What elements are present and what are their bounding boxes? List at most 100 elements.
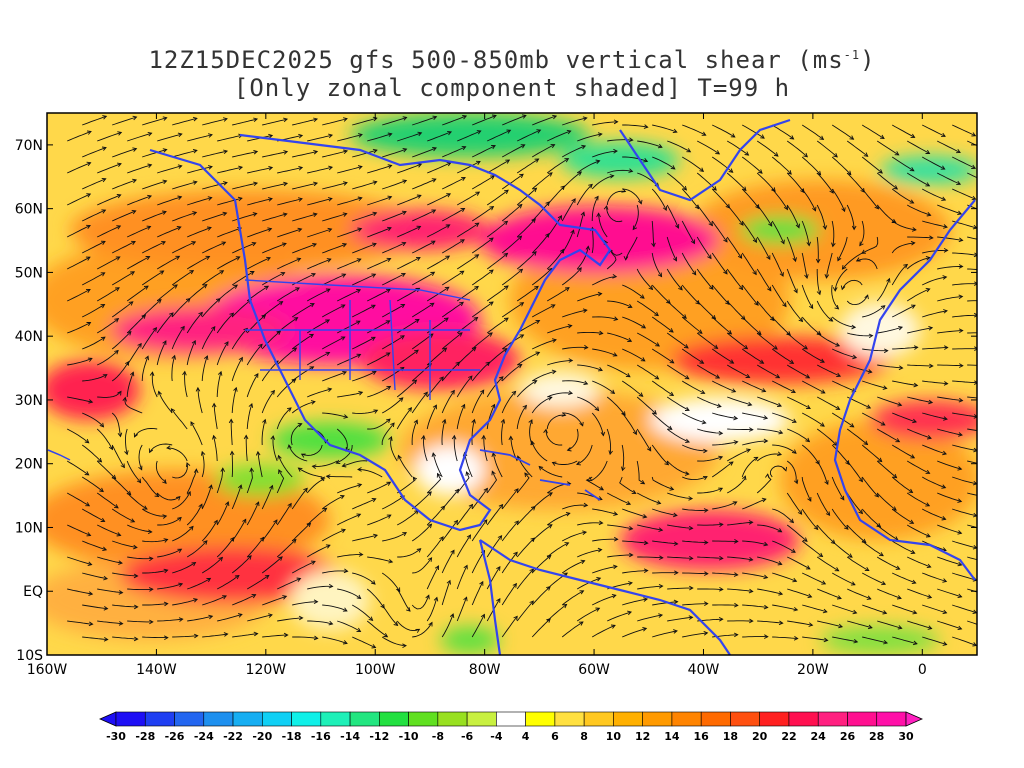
streamline bbox=[67, 620, 93, 625]
streamline bbox=[632, 204, 639, 230]
streamline bbox=[531, 524, 553, 542]
streamline bbox=[561, 171, 582, 190]
streamline bbox=[982, 125, 1005, 135]
streamline bbox=[651, 444, 669, 466]
streamline bbox=[291, 560, 316, 574]
streamline-arrowhead bbox=[850, 581, 856, 586]
streamline-arrowhead bbox=[957, 466, 963, 471]
streamline bbox=[906, 140, 930, 154]
streamline bbox=[772, 604, 798, 611]
streamline bbox=[306, 288, 331, 302]
colorbar-label: 14 bbox=[664, 730, 680, 743]
streamline-arrowhead bbox=[342, 243, 348, 248]
streamline-arrowhead bbox=[327, 387, 333, 393]
streamline-arrowhead bbox=[973, 380, 977, 385]
streamline-arrowhead bbox=[628, 525, 634, 531]
streamline-arrowhead bbox=[88, 591, 94, 596]
streamline bbox=[982, 509, 1007, 514]
streamline-arrowhead bbox=[162, 148, 168, 153]
streamline bbox=[292, 243, 317, 254]
streamline bbox=[486, 253, 508, 270]
streamline bbox=[667, 587, 693, 590]
streamline bbox=[622, 284, 645, 299]
streamline-arrowhead bbox=[943, 345, 949, 350]
streamline-arrowhead bbox=[130, 371, 135, 377]
streamline bbox=[892, 304, 916, 318]
streamline bbox=[81, 240, 106, 254]
streamlines bbox=[66, 114, 1007, 649]
streamline-arrowhead bbox=[430, 240, 436, 245]
streamline-arrowhead bbox=[824, 274, 830, 279]
streamline bbox=[952, 636, 977, 646]
streamline bbox=[277, 167, 303, 174]
streamline bbox=[336, 428, 348, 452]
streamline bbox=[967, 172, 977, 179]
streamline bbox=[261, 390, 275, 414]
streamline-arrowhead bbox=[86, 532, 92, 537]
streamline bbox=[967, 268, 977, 270]
streamline bbox=[471, 550, 485, 574]
streamline bbox=[231, 484, 242, 510]
streamline-arrowhead bbox=[441, 418, 447, 424]
streamline bbox=[426, 255, 450, 270]
streamline-arrowhead bbox=[402, 643, 407, 648]
streamline-arrowhead bbox=[596, 212, 601, 218]
streamline bbox=[787, 556, 811, 570]
streamline bbox=[312, 460, 338, 467]
streamline-arrowhead bbox=[373, 533, 378, 539]
streamline bbox=[937, 204, 962, 215]
streamline bbox=[712, 124, 736, 138]
colorbar-label: -18 bbox=[282, 730, 302, 743]
streamline bbox=[651, 412, 673, 430]
streamline-arrowhead bbox=[718, 487, 724, 492]
streamline bbox=[592, 565, 617, 574]
streamline-arrowhead bbox=[579, 590, 585, 595]
streamline-arrowhead bbox=[468, 375, 473, 381]
streamline-arrowhead bbox=[752, 238, 757, 243]
streamline-arrowhead bbox=[191, 561, 197, 567]
streamline bbox=[696, 268, 714, 290]
streamline-arrowhead bbox=[782, 302, 787, 308]
streamline bbox=[907, 364, 933, 367]
streamline bbox=[276, 503, 292, 526]
streamline bbox=[111, 271, 135, 286]
streamline bbox=[607, 332, 632, 342]
streamline bbox=[171, 355, 176, 382]
streamline bbox=[802, 636, 828, 641]
streamline bbox=[726, 332, 748, 350]
streamline bbox=[877, 364, 903, 369]
streamline-arrowhead bbox=[987, 626, 991, 630]
streamline-arrowhead bbox=[149, 371, 155, 377]
streamline bbox=[682, 572, 708, 575]
streamline bbox=[786, 524, 808, 542]
streamline-arrowhead bbox=[989, 496, 993, 500]
streamline-arrowhead bbox=[491, 403, 496, 409]
streamline bbox=[322, 213, 347, 222]
streamline bbox=[396, 477, 416, 494]
streamline-arrowhead bbox=[169, 312, 174, 317]
streamline bbox=[441, 208, 465, 222]
streamline-arrowhead bbox=[148, 556, 154, 562]
streamline bbox=[817, 588, 842, 599]
streamline-arrowhead bbox=[773, 345, 778, 350]
streamline bbox=[322, 150, 348, 158]
streamline-arrowhead bbox=[497, 535, 503, 540]
streamline bbox=[666, 396, 690, 411]
streamline bbox=[501, 520, 519, 542]
streamline bbox=[577, 133, 602, 142]
streamline bbox=[801, 412, 825, 427]
streamline bbox=[141, 241, 166, 254]
streamline-arrowhead bbox=[691, 270, 697, 276]
streamline-arrowhead bbox=[867, 624, 873, 630]
streamline-arrowhead bbox=[253, 181, 259, 187]
streamline-arrowhead bbox=[596, 577, 602, 582]
streamline-arrowhead bbox=[613, 536, 619, 542]
streamline-arrowhead bbox=[667, 425, 673, 430]
streamline bbox=[682, 508, 708, 511]
streamline bbox=[156, 340, 167, 366]
streamline-arrowhead bbox=[580, 211, 586, 217]
streamline bbox=[667, 140, 691, 153]
colorbar: -30 -28 -26 -24 -22 -20 -18 -16 -14 -12 -10 -8 -6 -4 4… bbox=[99, 711, 923, 743]
streamline bbox=[232, 594, 256, 606]
streamline bbox=[501, 419, 505, 446]
